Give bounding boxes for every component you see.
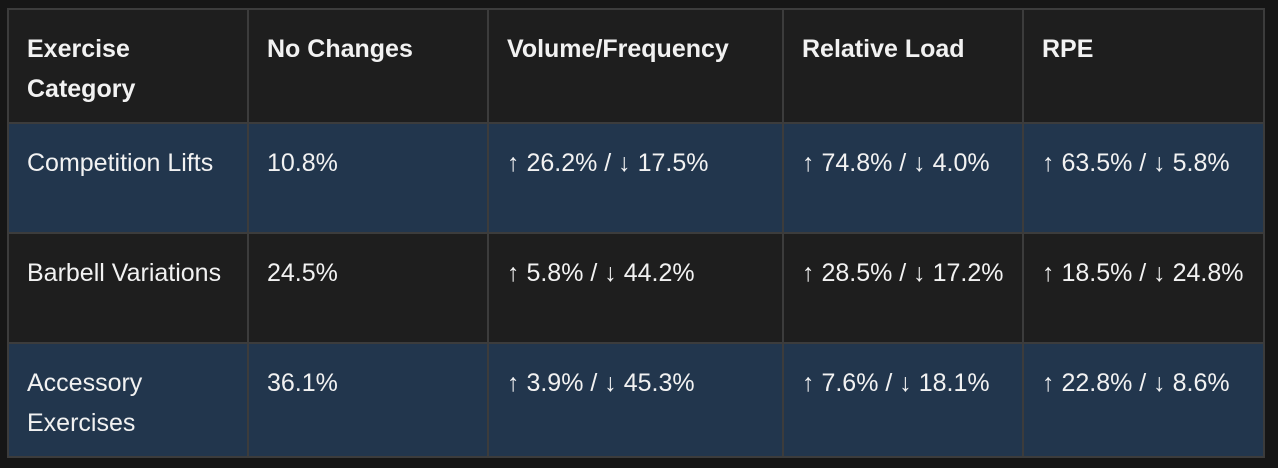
header-rpe: RPE bbox=[1022, 8, 1265, 124]
cell-rpe: ↑ 22.8% / ↓ 8.6% bbox=[1022, 342, 1265, 458]
header-exercise-category: Exercise Category bbox=[7, 8, 249, 124]
table-row: Accessory Exercises 36.1% ↑ 3.9% / ↓ 45.… bbox=[7, 342, 1265, 458]
table-row: Barbell Variations 24.5% ↑ 5.8% / ↓ 44.2… bbox=[7, 232, 1265, 344]
cell-volume-frequency: ↑ 5.8% / ↓ 44.2% bbox=[487, 232, 784, 344]
table-header-row: Exercise Category No Changes Volume/Freq… bbox=[7, 8, 1265, 124]
cell-rpe: ↑ 63.5% / ↓ 5.8% bbox=[1022, 122, 1265, 234]
cell-relative-load: ↑ 28.5% / ↓ 17.2% bbox=[782, 232, 1024, 344]
table-row: Competition Lifts 10.8% ↑ 26.2% / ↓ 17.5… bbox=[7, 122, 1265, 234]
data-table-container: Exercise Category No Changes Volume/Freq… bbox=[7, 8, 1265, 458]
cell-relative-load: ↑ 7.6% / ↓ 18.1% bbox=[782, 342, 1024, 458]
cell-volume-frequency: ↑ 3.9% / ↓ 45.3% bbox=[487, 342, 784, 458]
header-relative-load: Relative Load bbox=[782, 8, 1024, 124]
cell-no-changes: 36.1% bbox=[247, 342, 489, 458]
cell-category: Competition Lifts bbox=[7, 122, 249, 234]
cell-category: Accessory Exercises bbox=[7, 342, 249, 458]
cell-rpe: ↑ 18.5% / ↓ 24.8% bbox=[1022, 232, 1265, 344]
cell-no-changes: 24.5% bbox=[247, 232, 489, 344]
header-no-changes: No Changes bbox=[247, 8, 489, 124]
header-volume-frequency: Volume/Frequency bbox=[487, 8, 784, 124]
data-table: Exercise Category No Changes Volume/Freq… bbox=[7, 8, 1265, 458]
cell-category: Barbell Variations bbox=[7, 232, 249, 344]
cell-volume-frequency: ↑ 26.2% / ↓ 17.5% bbox=[487, 122, 784, 234]
cell-relative-load: ↑ 74.8% / ↓ 4.0% bbox=[782, 122, 1024, 234]
cell-no-changes: 10.8% bbox=[247, 122, 489, 234]
